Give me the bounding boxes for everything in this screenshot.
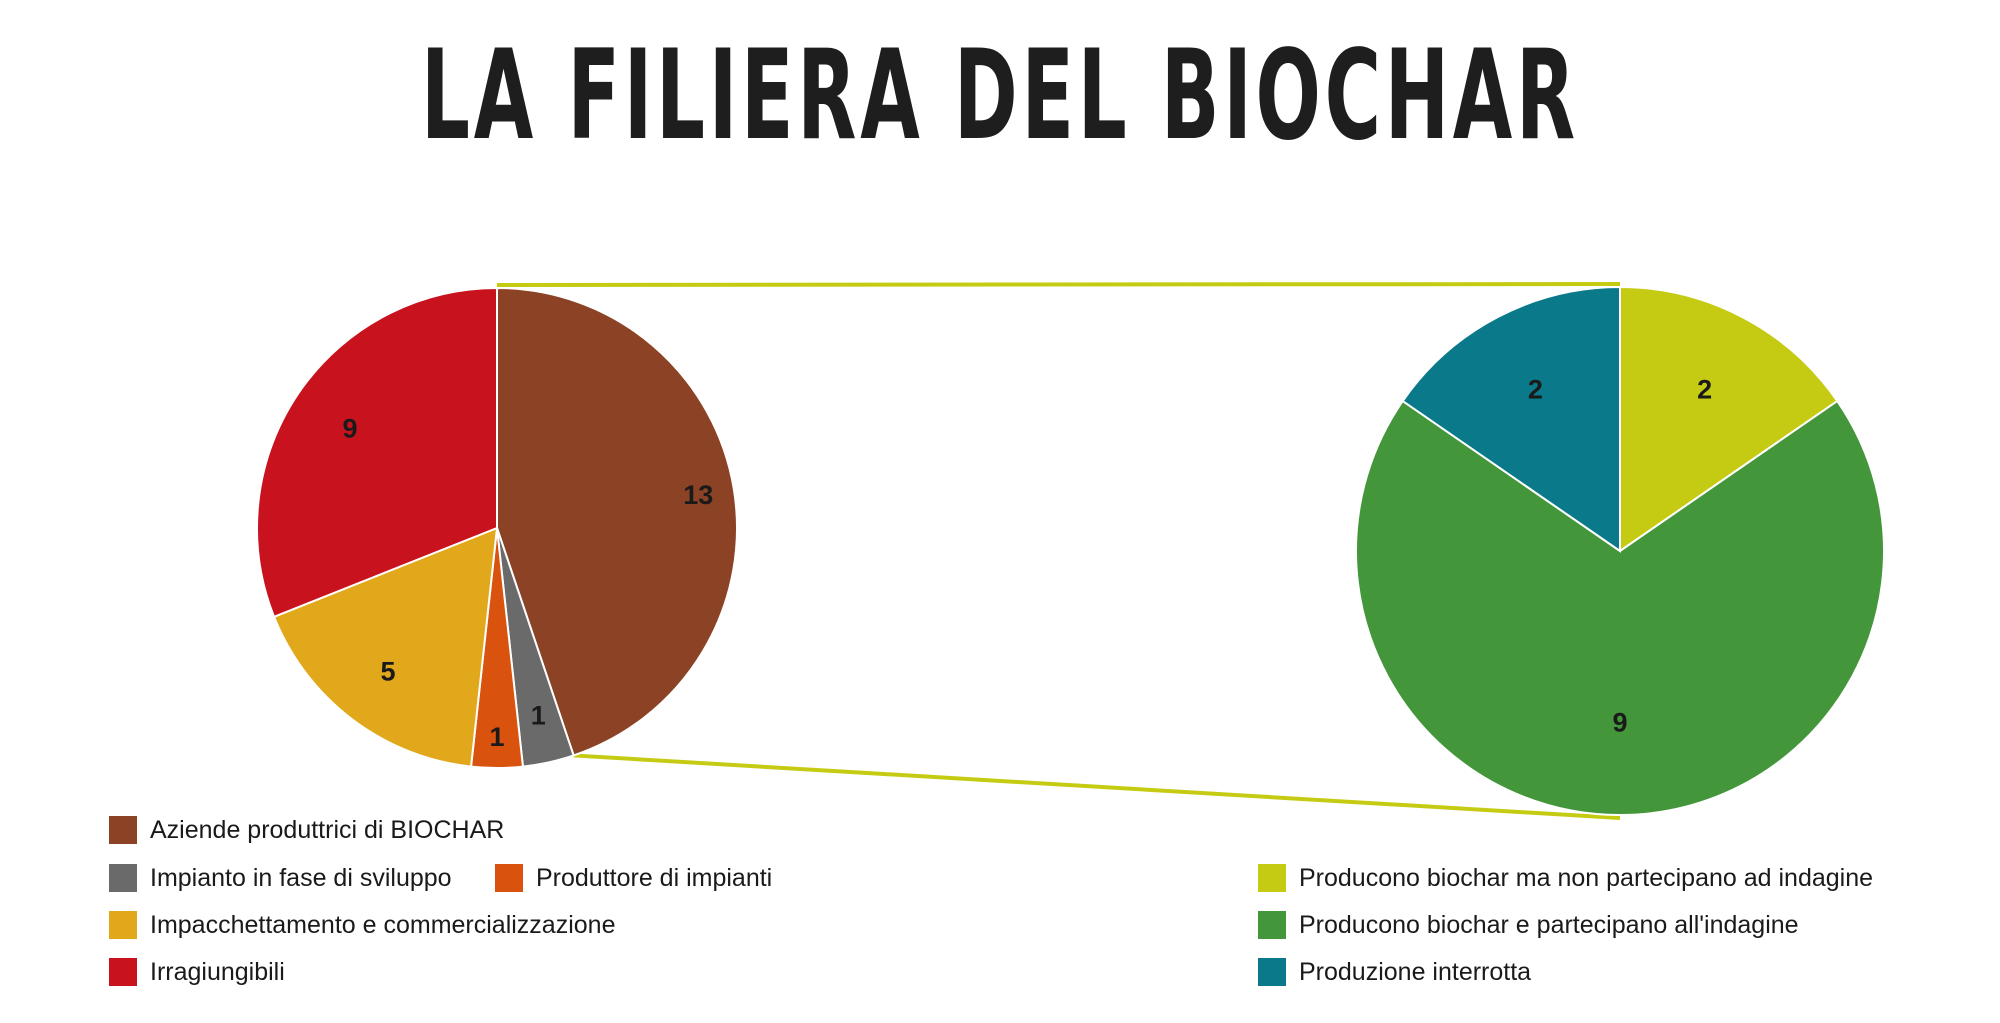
pie0-slice-aziende-produttrici-di-biochar (496, 286, 738, 757)
pie1-data-label-producono-biochar-ma-non-partecipano-ad-indagine: 2 (1697, 375, 1712, 405)
legend0-label-impacchettamento-e-commercializzazione: Impacchettamento e commercializzazione (150, 911, 615, 939)
legend1-swatch-producono-biochar-e-partecipano-all-indagine (1258, 911, 1286, 939)
pie1-data-label-producono-biochar-e-partecipano-all-indagine: 9 (1612, 708, 1627, 738)
pie0-data-label-irragiungibili: 9 (342, 413, 357, 443)
pie0-data-label-impianto-in-fase-di-sviluppo: 1 (531, 701, 546, 731)
pie1-slice-producono-biochar-ma-non-partecipano-ad-indagine (1619, 285, 1839, 553)
pie1-slice-produzione-interrotta (1401, 285, 1621, 553)
chart-title: LA FILIERA DEL BIOCHAR (421, 24, 1579, 168)
legend0-label-irragiungibili: Irragiungibili (150, 958, 285, 986)
legend1-label-produzione-interrotta: Produzione interrotta (1299, 958, 1531, 986)
legend0-swatch-impianto-in-fase-di-sviluppo (109, 864, 137, 892)
legend0-swatch-produttore-di-impianti (495, 864, 523, 892)
legend0-swatch-irragiungibili (109, 958, 137, 986)
legend0-label-impianto-in-fase-di-sviluppo: Impianto in fase di sviluppo (150, 864, 452, 892)
connector-line-top (496, 282, 1621, 287)
pie0-data-label-produttore-di-impianti: 1 (489, 722, 504, 752)
pie1-data-label-produzione-interrotta: 2 (1528, 375, 1543, 405)
pie0-slice-impacchettamento-e-commercializzazione (272, 526, 499, 768)
legend0-swatch-aziende-produttrici-di-biochar (109, 816, 137, 844)
legend1-label-producono-biochar-ma-non-partecipano-ad-indagine: Producono biochar ma non partecipano ad … (1299, 864, 1873, 892)
legend0-swatch-impacchettamento-e-commercializzazione (109, 911, 137, 939)
pie0-data-label-aziende-produttrici-di-biochar: 13 (683, 480, 713, 510)
legend1-swatch-producono-biochar-ma-non-partecipano-ad-indagine (1258, 864, 1286, 892)
connector-line-bottom (573, 753, 1621, 820)
legend1-label-producono-biochar-e-partecipano-all-indagine: Producono biochar e partecipano all'inda… (1299, 911, 1799, 939)
legend0-label-aziende-produttrici-di-biochar: Aziende produttrici di BIOCHAR (150, 816, 504, 844)
pie1-slice-producono-biochar-e-partecipano-all-indagine (1355, 399, 1885, 816)
legend0-label-produttore-di-impianti: Produttore di impianti (536, 864, 772, 892)
legend1-swatch-produzione-interrotta (1258, 958, 1286, 986)
pie0-data-label-impacchettamento-e-commercializzazione: 5 (381, 656, 396, 686)
pie0-slice-irragiungibili (256, 286, 498, 619)
